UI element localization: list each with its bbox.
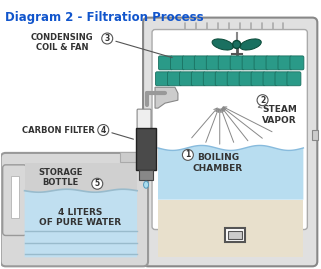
FancyBboxPatch shape [137, 109, 151, 129]
FancyBboxPatch shape [263, 72, 277, 86]
FancyBboxPatch shape [203, 72, 217, 86]
Text: STEAM
VAPOR: STEAM VAPOR [262, 105, 297, 125]
FancyBboxPatch shape [182, 56, 196, 70]
Text: 1: 1 [185, 150, 190, 160]
FancyBboxPatch shape [215, 72, 229, 86]
Bar [139, 170, 153, 180]
Text: 5: 5 [95, 179, 100, 188]
FancyBboxPatch shape [242, 56, 256, 70]
Polygon shape [158, 146, 303, 200]
Bar [25, 163, 137, 191]
Bar [136, 128, 156, 170]
FancyBboxPatch shape [290, 56, 304, 70]
FancyBboxPatch shape [1, 153, 148, 266]
Polygon shape [25, 189, 137, 257]
FancyBboxPatch shape [159, 56, 172, 70]
FancyBboxPatch shape [275, 72, 289, 86]
Circle shape [257, 95, 268, 106]
FancyBboxPatch shape [278, 56, 292, 70]
FancyBboxPatch shape [206, 56, 220, 70]
Ellipse shape [143, 181, 149, 188]
Circle shape [233, 41, 241, 48]
Circle shape [102, 33, 113, 44]
Text: 2: 2 [260, 96, 265, 105]
FancyBboxPatch shape [191, 72, 205, 86]
Text: 4 LITERS
OF PURE WATER: 4 LITERS OF PURE WATER [39, 208, 121, 227]
FancyBboxPatch shape [287, 72, 301, 86]
Text: 4: 4 [100, 126, 106, 134]
FancyBboxPatch shape [170, 56, 184, 70]
FancyBboxPatch shape [251, 72, 265, 86]
Bar [11, 176, 19, 218]
FancyBboxPatch shape [266, 56, 280, 70]
Bar [228, 231, 242, 239]
FancyBboxPatch shape [239, 72, 253, 86]
FancyBboxPatch shape [152, 30, 308, 229]
FancyBboxPatch shape [218, 56, 232, 70]
Bar [120, 152, 138, 162]
Polygon shape [158, 200, 303, 257]
Bar [312, 130, 318, 140]
Bar [225, 228, 245, 242]
FancyBboxPatch shape [143, 17, 317, 266]
Circle shape [92, 178, 103, 189]
Text: CARBON FILTER: CARBON FILTER [22, 126, 95, 134]
Text: BOILING
CHAMBER: BOILING CHAMBER [193, 153, 243, 172]
FancyBboxPatch shape [179, 72, 193, 86]
Circle shape [98, 125, 109, 136]
Circle shape [182, 149, 193, 160]
Polygon shape [155, 87, 178, 108]
FancyBboxPatch shape [230, 56, 244, 70]
Text: Diagram 2 - Filtration Process: Diagram 2 - Filtration Process [5, 11, 203, 24]
FancyBboxPatch shape [155, 72, 169, 86]
Text: CONDENSING
COIL & FAN: CONDENSING COIL & FAN [31, 33, 94, 52]
Ellipse shape [240, 39, 261, 50]
FancyBboxPatch shape [194, 56, 208, 70]
FancyBboxPatch shape [168, 72, 181, 86]
FancyBboxPatch shape [227, 72, 241, 86]
FancyBboxPatch shape [254, 56, 268, 70]
Text: 3: 3 [105, 34, 110, 43]
Text: STORAGE
BOTTLE: STORAGE BOTTLE [38, 168, 82, 187]
Ellipse shape [212, 39, 233, 50]
FancyBboxPatch shape [3, 165, 27, 235]
